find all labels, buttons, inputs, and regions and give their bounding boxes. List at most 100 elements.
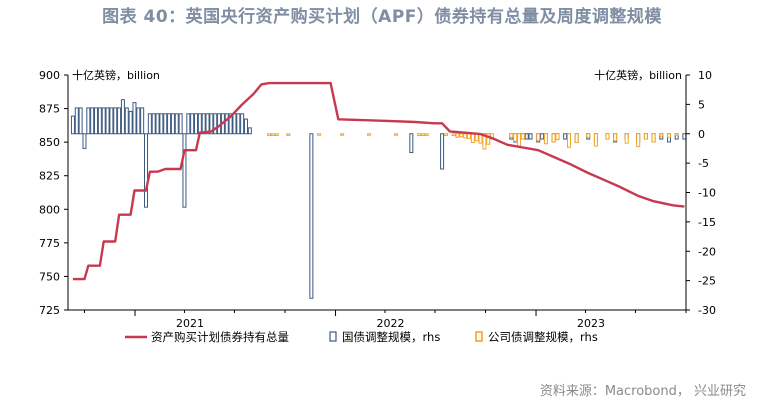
gilt-bar: [409, 133, 414, 154]
corp-bar: [551, 133, 556, 143]
gilt-bar: [201, 113, 206, 135]
left-tick-label: 750: [39, 270, 60, 283]
gilt-bar: [224, 113, 229, 135]
gilt-bar: [247, 127, 252, 135]
left-axis-unit: 十亿英镑，billion: [72, 68, 160, 82]
gilt-bar: [86, 107, 91, 135]
gilt-bar: [190, 113, 195, 135]
gilt-bar: [151, 113, 156, 135]
gilt-bar: [524, 133, 529, 140]
corp-bar: [513, 133, 518, 142]
right-tick-label: -20: [698, 245, 716, 258]
gilt-bar: [232, 113, 237, 135]
gilt-bar: [144, 133, 149, 208]
corp-bar: [424, 133, 429, 137]
corp-bar: [520, 133, 525, 140]
legend-swatch-gilt: [329, 331, 337, 342]
corp-bar: [624, 133, 629, 144]
gilt-bar: [109, 107, 114, 135]
corp-bar: [509, 133, 514, 138]
left-tick-label: 725: [39, 304, 60, 317]
corp-bar: [340, 133, 345, 136]
gilt-bar: [140, 107, 145, 135]
gilt-bar: [90, 107, 95, 135]
left-tick-label: 825: [39, 170, 60, 183]
right-tick-label: -30: [698, 304, 716, 317]
right-axis-unit: 十亿英镑，billion: [594, 68, 682, 82]
gilt-bar: [70, 115, 75, 135]
gilt-bar: [147, 113, 152, 135]
gilt-bar: [78, 107, 83, 135]
gilt-bar: [74, 107, 79, 135]
gilt-bar: [182, 133, 187, 208]
corp-bar: [455, 133, 460, 138]
right-tick-label: -10: [698, 187, 716, 200]
corp-bar: [613, 133, 618, 142]
gilt-bar: [113, 107, 118, 135]
gilt-bar: [240, 113, 245, 135]
legend-swatch-corp: [475, 331, 483, 342]
corp-bar: [393, 133, 398, 136]
corp-bar: [286, 133, 291, 137]
gilt-bar: [682, 133, 687, 140]
corp-bar: [420, 133, 425, 137]
gilt-bar: [213, 113, 218, 135]
corp-bar: [274, 133, 279, 137]
gilt-bar: [197, 113, 202, 135]
corp-bar: [517, 133, 522, 147]
source-note: 资料来源：Macrobond， 兴业研究: [539, 384, 746, 399]
gilt-bar: [205, 113, 210, 135]
gilt-bar: [228, 113, 233, 135]
legend-label-gilt: 国债调整规模，rhs: [342, 330, 440, 344]
gilt-bar: [178, 113, 183, 135]
corp-bar: [486, 133, 491, 145]
gilt-bar: [105, 107, 110, 135]
corp-bar: [536, 133, 541, 141]
left-tick-label: 800: [39, 203, 60, 216]
left-tick-label: 775: [39, 237, 60, 250]
corp-bar: [451, 133, 456, 137]
gilt-bar: [309, 133, 314, 299]
gilt-bar: [193, 113, 198, 135]
gilt-bar: [243, 118, 248, 135]
corp-bar: [574, 133, 579, 144]
corp-bar: [586, 133, 591, 138]
corp-bar: [566, 133, 571, 148]
gilt-bar: [170, 113, 175, 135]
left-tick-label: 900: [39, 69, 60, 82]
corp-bar: [605, 133, 610, 140]
gilt-bar: [94, 107, 99, 135]
gilt-bar: [236, 113, 241, 135]
corp-bar: [367, 133, 372, 136]
corp-bar: [543, 133, 548, 145]
gilt-bar: [440, 133, 445, 170]
x-year-label: 2021: [176, 317, 204, 330]
gilt-bar: [186, 113, 191, 135]
gilt-bar: [563, 133, 568, 140]
corp-bar: [659, 133, 664, 137]
corp-bar: [470, 133, 475, 144]
x-year-label: 2022: [377, 317, 405, 330]
gilt-bar: [82, 133, 87, 149]
holdings-line: [72, 81, 685, 281]
corp-bar: [593, 133, 598, 147]
corp-bar: [643, 133, 648, 140]
corp-bar: [555, 133, 560, 141]
corp-bar: [482, 133, 487, 150]
gilt-bar: [167, 113, 172, 135]
gilt-bar: [528, 133, 533, 140]
right-tick-label: -15: [698, 216, 716, 229]
gilt-bar: [540, 133, 545, 140]
left-tick-label: 850: [39, 136, 60, 149]
corp-bar: [666, 133, 671, 138]
gilt-bar: [136, 107, 141, 135]
gilt-bar: [97, 107, 102, 135]
gilt-bar: [155, 113, 160, 135]
chart-title: 图表 40：英国央行资产购买计划（APF）债券持有总量及周度调整规模: [102, 7, 662, 27]
corp-bar: [270, 133, 275, 137]
x-year-label: 2023: [577, 317, 605, 330]
right-tick-label: 0: [698, 128, 705, 141]
gilt-bar: [101, 107, 106, 135]
corp-bar: [463, 133, 468, 139]
